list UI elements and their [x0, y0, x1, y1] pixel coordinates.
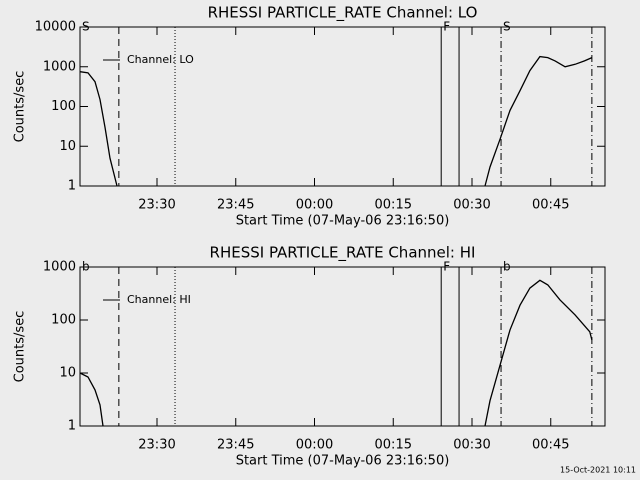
data-line: [79, 279, 593, 427]
marker-label: S: [82, 20, 90, 34]
y-tick-label: 10: [59, 139, 76, 154]
marker-label: F: [443, 20, 450, 34]
x-tick-label: 23:30: [138, 438, 175, 453]
y-tick-label: 1000: [43, 59, 76, 74]
data-line: [79, 55, 593, 187]
x-tick-label: 00:00: [296, 198, 333, 213]
y-tick-label: 10000: [35, 20, 76, 35]
y-tick-label: 1000: [43, 260, 76, 275]
marker-label: b: [82, 260, 90, 274]
x-tick-label: 00:45: [532, 438, 569, 453]
x-tick-label: 23:45: [217, 198, 254, 213]
x-tick-label: 00:45: [532, 198, 569, 213]
chart-title: RHESSI PARTICLE_RATE Channel: HI: [210, 244, 476, 263]
marker-label: S: [503, 20, 511, 34]
x-tick-label: 00:30: [453, 198, 490, 213]
y-tick-label: 1: [68, 179, 76, 194]
y-axis-label: Counts/sec: [13, 71, 28, 143]
x-tick-label: 23:45: [217, 438, 254, 453]
y-tick-label: 10: [59, 366, 76, 381]
plot-frame: [79, 26, 606, 187]
y-tick-label: 100: [51, 313, 76, 328]
x-tick-label: 00:00: [296, 438, 333, 453]
x-tick-label: 23:30: [138, 198, 175, 213]
y-tick-label: 1: [68, 419, 76, 434]
plot-frame: [79, 266, 606, 427]
chart-title: RHESSI PARTICLE_RATE Channel: LO: [208, 4, 478, 23]
marker-label: F: [443, 260, 450, 274]
x-axis-label: Start Time (07-May-06 23:16:50): [236, 214, 450, 229]
x-tick-label: 00:15: [375, 198, 412, 213]
x-tick-label: 00:30: [453, 438, 490, 453]
y-axis-label: Counts/sec: [13, 311, 28, 383]
footer: 15-Oct-2021 10:11: [560, 466, 636, 475]
legend-label: Channel: HI: [127, 293, 191, 306]
legend-label: Channel: LO: [127, 53, 194, 66]
x-axis-label: Start Time (07-May-06 23:16:50): [236, 454, 450, 469]
x-tick-label: 00:15: [375, 438, 412, 453]
marker-label: b: [503, 260, 511, 274]
y-tick-label: 100: [51, 99, 76, 114]
